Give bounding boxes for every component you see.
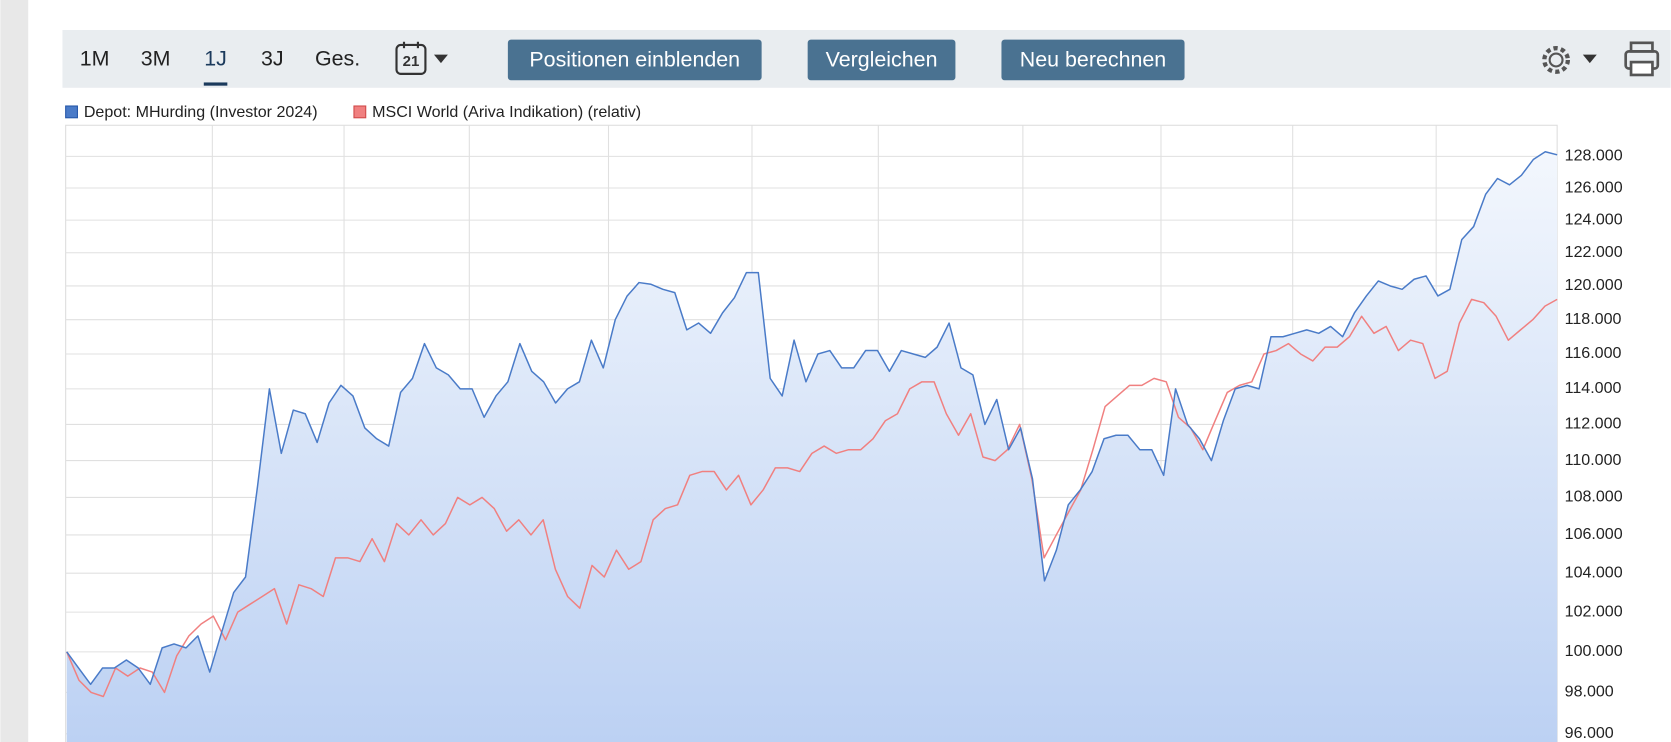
y-tick-label: 122.000 bbox=[1565, 243, 1623, 261]
legend-swatch bbox=[353, 105, 367, 119]
y-tick-label: 120.000 bbox=[1565, 276, 1623, 294]
calendar-icon bbox=[395, 43, 427, 75]
settings-button[interactable] bbox=[1542, 46, 1597, 74]
y-tick-label: 112.000 bbox=[1565, 415, 1622, 433]
caret bbox=[433, 54, 448, 64]
legend-label: Depot: MHurding (Investor 2024) bbox=[84, 103, 318, 121]
y-tick-label: 124.000 bbox=[1565, 210, 1623, 228]
side-strip bbox=[0, 0, 29, 742]
y-tick-label: 102.000 bbox=[1565, 602, 1623, 620]
period-tab[interactable]: Ges. bbox=[315, 47, 360, 71]
printer-paper bbox=[1629, 60, 1654, 77]
y-tick-label: 106.000 bbox=[1565, 525, 1623, 543]
button[interactable] bbox=[507, 39, 762, 81]
caret bbox=[1582, 54, 1597, 64]
y-tick-label: 126.000 bbox=[1565, 178, 1623, 196]
legend-swatch bbox=[65, 105, 78, 119]
y-tick-label: 98.000 bbox=[1565, 683, 1614, 701]
y-tick-label: 116.000 bbox=[1565, 344, 1622, 362]
y-tick-label: 114.000 bbox=[1565, 379, 1622, 397]
area bbox=[66, 151, 1558, 742]
calendar-button[interactable]: 21 bbox=[395, 41, 448, 75]
button-label: Vergleichen bbox=[826, 48, 938, 72]
gear-hub bbox=[1548, 52, 1564, 68]
period-tab[interactable]: 3J bbox=[261, 47, 284, 71]
series-line bbox=[66, 150, 1558, 686]
period-tab[interactable]: 1M bbox=[80, 47, 110, 71]
button-label: Neu berechnen bbox=[1020, 48, 1166, 72]
y-tick-label: 100.000 bbox=[1565, 642, 1623, 660]
y-tick-label: 104.000 bbox=[1565, 563, 1623, 581]
y-tick-label: 110.000 bbox=[1565, 451, 1622, 469]
legend-label: MSCI World (Ariva Indikation) (relativ) bbox=[372, 103, 641, 121]
series-line bbox=[66, 298, 1558, 698]
calendar-day: 21 bbox=[403, 53, 420, 70]
button[interactable] bbox=[1001, 39, 1185, 81]
y-tick-label: 118.000 bbox=[1565, 310, 1622, 328]
period-tab-active[interactable]: 1J bbox=[204, 47, 227, 71]
print-button[interactable] bbox=[1624, 41, 1660, 77]
gear-icon bbox=[1542, 46, 1571, 74]
y-tick-label: 128.000 bbox=[1565, 147, 1623, 165]
period-tab[interactable]: 3M bbox=[141, 47, 171, 71]
y-tick-label: 108.000 bbox=[1565, 488, 1623, 506]
button-label: Positionen einblenden bbox=[529, 48, 740, 72]
button[interactable] bbox=[807, 39, 956, 81]
y-tick-label: 96.000 bbox=[1565, 724, 1614, 742]
active-underline bbox=[203, 82, 228, 86]
